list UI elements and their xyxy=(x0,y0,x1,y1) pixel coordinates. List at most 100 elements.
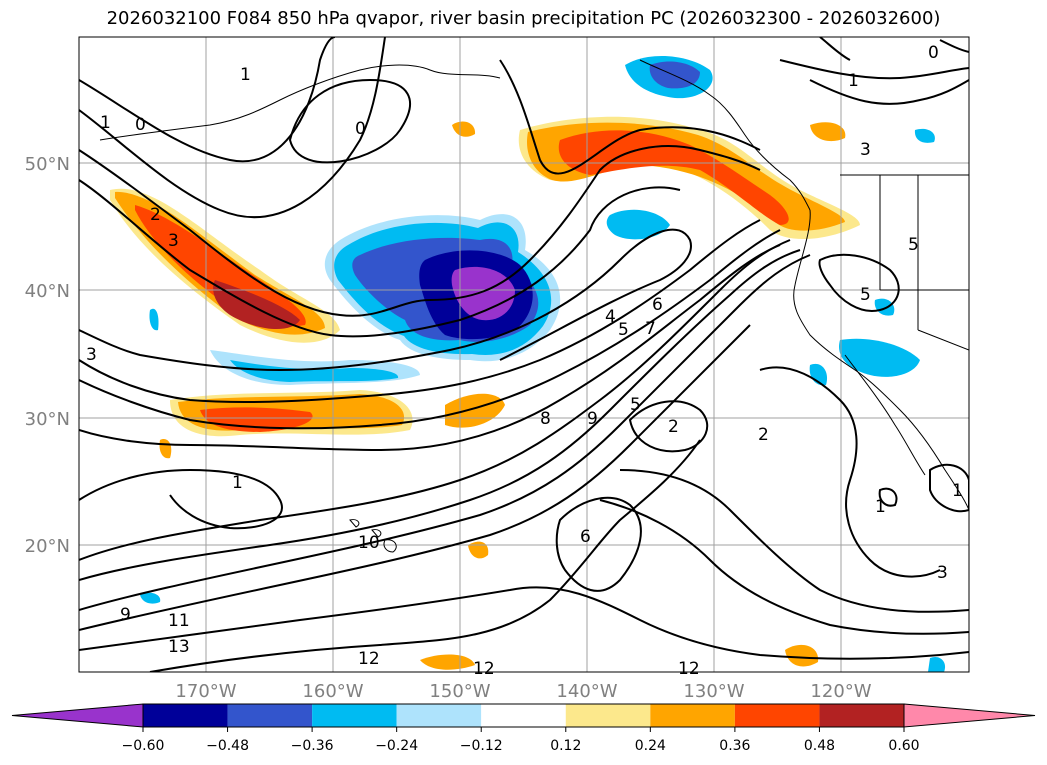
contour-label: 5 xyxy=(618,320,629,340)
hawaiian-islands xyxy=(349,519,397,553)
colorbar-extend-low xyxy=(11,703,144,728)
colorbar-tick-label: −0.60 xyxy=(122,738,165,754)
contour-label: 6 xyxy=(652,295,663,315)
coastlines xyxy=(99,59,969,553)
contour-line xyxy=(79,179,681,338)
contour-label: 1 xyxy=(875,497,886,517)
contour-line xyxy=(79,244,781,452)
precip-positive-spot-hawaii xyxy=(468,541,489,559)
contour-label: 0 xyxy=(355,119,366,139)
us-state-borders xyxy=(879,175,969,351)
baja-california-coast xyxy=(844,354,926,476)
contour-line xyxy=(619,469,969,613)
contour-label: 0 xyxy=(135,115,146,135)
longitude-axis: 170°W 160°W 150°W 140°W 130°W 120°W xyxy=(175,681,871,702)
precip-negative-small-1 xyxy=(149,308,159,331)
lat-tick-label: 50°N xyxy=(25,154,70,175)
contour-line xyxy=(79,228,692,372)
contour-label: 5 xyxy=(860,285,871,305)
contour-label: 8 xyxy=(540,409,551,429)
contour-label: 2 xyxy=(758,425,769,445)
colorbar-tick-label: 0.60 xyxy=(888,738,919,754)
contour-label: 12 xyxy=(473,659,495,679)
alaska-coast xyxy=(99,64,501,141)
lon-tick-label: 130°W xyxy=(683,681,744,702)
contour-label: 11 xyxy=(168,611,190,631)
colorbar-swatch xyxy=(481,704,566,727)
precip-negative-small-2 xyxy=(140,592,161,604)
colorbar-swatch xyxy=(565,704,651,727)
contour-line xyxy=(79,586,969,660)
contour-label: 5 xyxy=(908,235,919,255)
colorbar-tick-label: 0.24 xyxy=(635,738,666,754)
colorbar-swatch xyxy=(396,704,482,727)
contour-line xyxy=(759,366,941,578)
contour-line xyxy=(809,79,969,105)
colorbar-swatch xyxy=(312,704,397,727)
plot-frame xyxy=(78,36,970,673)
precip-positive-spot-hawaii-east xyxy=(785,644,819,667)
contour-line xyxy=(79,229,781,430)
contour-label: 10 xyxy=(358,533,380,553)
colorbar-tick-label: 0.36 xyxy=(719,738,750,754)
contour-line xyxy=(499,59,761,175)
colorbar-swatch xyxy=(143,704,228,727)
contour-label: 1 xyxy=(848,71,859,91)
contour-label: 7 xyxy=(645,319,656,339)
precip-positive-spot-south xyxy=(420,654,475,670)
contour-line xyxy=(79,37,336,163)
colorbar-swatch xyxy=(734,704,820,727)
north-america-west-coast xyxy=(793,209,969,511)
precip-negative-small-3 xyxy=(874,298,895,316)
contour-line xyxy=(599,499,969,635)
contour-line xyxy=(79,254,811,611)
contour-line xyxy=(555,496,642,592)
contour-line xyxy=(79,249,801,581)
colorbar-swatch xyxy=(227,704,313,727)
precip-positive-spot-small-1 xyxy=(452,121,476,137)
precip-negative-small-5 xyxy=(914,128,935,143)
lat-tick-label: 20°N xyxy=(25,536,70,557)
contour-label: 4 xyxy=(605,307,616,327)
colorbar-tick-label: 0.48 xyxy=(804,738,835,754)
colorbar-tick-label: −0.12 xyxy=(460,738,503,754)
contour-label: 12 xyxy=(358,649,380,669)
colorbar-tick-label: −0.24 xyxy=(375,738,418,754)
lon-tick-label: 160°W xyxy=(302,681,363,702)
contour-label: 12 xyxy=(678,659,700,679)
lat-tick-label: 30°N xyxy=(25,409,70,430)
colorbar-tick-label: −0.36 xyxy=(291,738,334,754)
contour-line xyxy=(878,487,898,507)
contour-line xyxy=(79,37,386,219)
contour-label: 6 xyxy=(580,527,591,547)
alaska-panhandle-coast xyxy=(639,59,811,211)
precip-negative-west-coast xyxy=(839,338,920,377)
contour-label: 5 xyxy=(630,395,641,415)
contour-line xyxy=(819,37,851,61)
precipitation-fill-layer xyxy=(110,55,946,672)
precip-positive-band-north-pacific-red xyxy=(558,130,789,225)
lat-tick-label: 40°N xyxy=(25,281,70,302)
contour-label: 2 xyxy=(668,417,679,437)
contour-label: 3 xyxy=(860,140,871,160)
map-title: 2026032100 F084 850 hPa qvapor, river ba… xyxy=(106,8,941,29)
contour-label: 13 xyxy=(168,637,190,657)
contour-label: 9 xyxy=(587,409,598,429)
precip-positive-band-northwest-max xyxy=(213,280,300,330)
latitude-axis: 50°N 40°N 30°N 20°N xyxy=(25,154,70,557)
colorbar-extend-high xyxy=(903,703,1036,728)
contour-label: 3 xyxy=(937,563,948,583)
colorbar-swatch xyxy=(819,704,904,727)
colorbar-frame xyxy=(142,703,905,728)
contour-line xyxy=(288,78,411,164)
colorbar: −0.60 −0.48 −0.36 −0.24 −0.12 0.12 0.24 0.36 0.4… xyxy=(11,703,1036,754)
contour-label: 1 xyxy=(240,65,251,85)
contour-line xyxy=(79,239,791,561)
contour-line xyxy=(79,219,761,404)
contour-line xyxy=(79,324,751,631)
contour-line xyxy=(939,39,969,53)
precip-positive-spot-alaska-gulf xyxy=(810,122,846,142)
contour-label-layer: 0 1 1 0 0 1 2 3 3 3 5 5 4 5 6 7 8 9 5 2 … xyxy=(86,43,963,679)
lon-tick-label: 120°W xyxy=(810,681,871,702)
